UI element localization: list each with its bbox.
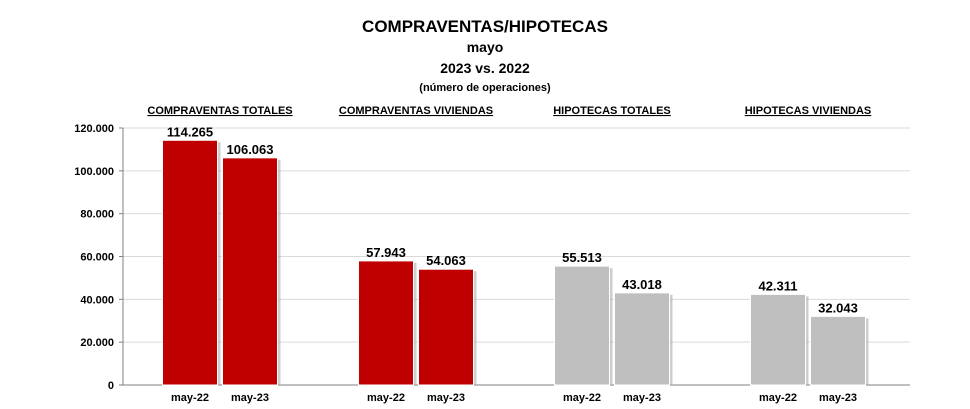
chart-title: COMPRAVENTAS/HIPOTECAS <box>362 17 608 36</box>
bar <box>222 157 278 386</box>
y-tick-label: 0 <box>108 380 114 392</box>
bar-value-label: 32.043 <box>818 300 858 315</box>
bar-value-label: 43.018 <box>622 277 662 292</box>
group-label: HIPOTECAS VIVIENDAS <box>745 105 872 117</box>
y-tick-label: 60.000 <box>80 252 114 264</box>
bar <box>810 315 866 386</box>
bars <box>162 139 869 386</box>
y-tick-label: 20.000 <box>80 337 114 349</box>
y-tick-label: 40.000 <box>80 294 114 306</box>
chart-subtitle-units: (número de operaciones) <box>419 82 551 94</box>
x-category-label: may-23 <box>819 392 857 404</box>
bar <box>554 265 610 386</box>
bar-value-label: 106.063 <box>227 142 274 157</box>
x-category-label: may-22 <box>171 392 209 404</box>
group-label: COMPRAVENTAS TOTALES <box>147 105 292 117</box>
x-category-label: may-23 <box>623 392 661 404</box>
x-category-label: may-22 <box>759 392 797 404</box>
bar-value-label: 55.513 <box>562 250 602 265</box>
chart-subtitle-month: mayo <box>467 39 504 55</box>
bar <box>750 293 806 386</box>
bar <box>418 268 474 386</box>
x-category-label: may-23 <box>427 392 465 404</box>
chart-subtitle-years: 2023 vs. 2022 <box>440 60 530 76</box>
x-category-label: may-23 <box>231 392 269 404</box>
bar-value-label: 42.311 <box>758 278 797 293</box>
bar-value-label: 57.943 <box>366 245 406 260</box>
group-label: HIPOTECAS TOTALES <box>553 105 671 117</box>
y-tick-label: 100.000 <box>74 166 114 178</box>
bar-value-label: 54.063 <box>426 253 466 268</box>
x-category-label: may-22 <box>367 392 405 404</box>
bar <box>358 260 414 386</box>
group-label: COMPRAVENTAS VIVIENDAS <box>339 105 493 117</box>
bar <box>614 292 670 386</box>
y-tick-label: 80.000 <box>80 209 114 221</box>
x-category-label: may-22 <box>563 392 601 404</box>
y-tick-label: 120.000 <box>74 123 114 135</box>
bar <box>162 139 218 386</box>
bar-value-label: 114.265 <box>167 124 213 139</box>
labels: 0 20.000 40.000 60.000 80.000 100.000 120.000 C… <box>74 105 871 404</box>
